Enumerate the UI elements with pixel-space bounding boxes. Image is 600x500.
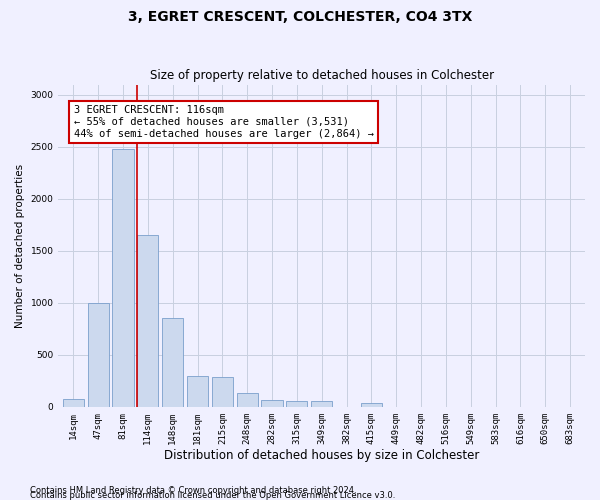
Bar	[286, 401, 307, 407]
Text: Contains HM Land Registry data © Crown copyright and database right 2024.: Contains HM Land Registry data © Crown c…	[30, 486, 356, 495]
Bar	[311, 401, 332, 407]
Y-axis label: Number of detached properties: Number of detached properties	[15, 164, 25, 328]
Bar	[137, 236, 158, 407]
Bar	[212, 376, 233, 407]
Text: Contains public sector information licensed under the Open Government Licence v3: Contains public sector information licen…	[30, 491, 395, 500]
Bar	[236, 394, 258, 407]
Title: Size of property relative to detached houses in Colchester: Size of property relative to detached ho…	[149, 69, 494, 82]
Bar	[162, 318, 183, 407]
Bar	[262, 400, 283, 407]
Text: 3, EGRET CRESCENT, COLCHESTER, CO4 3TX: 3, EGRET CRESCENT, COLCHESTER, CO4 3TX	[128, 10, 472, 24]
Bar	[112, 149, 134, 407]
Bar	[63, 399, 84, 407]
Bar	[187, 376, 208, 407]
Bar	[88, 303, 109, 407]
X-axis label: Distribution of detached houses by size in Colchester: Distribution of detached houses by size …	[164, 450, 479, 462]
Bar	[361, 403, 382, 407]
Text: 3 EGRET CRESCENT: 116sqm
← 55% of detached houses are smaller (3,531)
44% of sem: 3 EGRET CRESCENT: 116sqm ← 55% of detach…	[74, 106, 374, 138]
